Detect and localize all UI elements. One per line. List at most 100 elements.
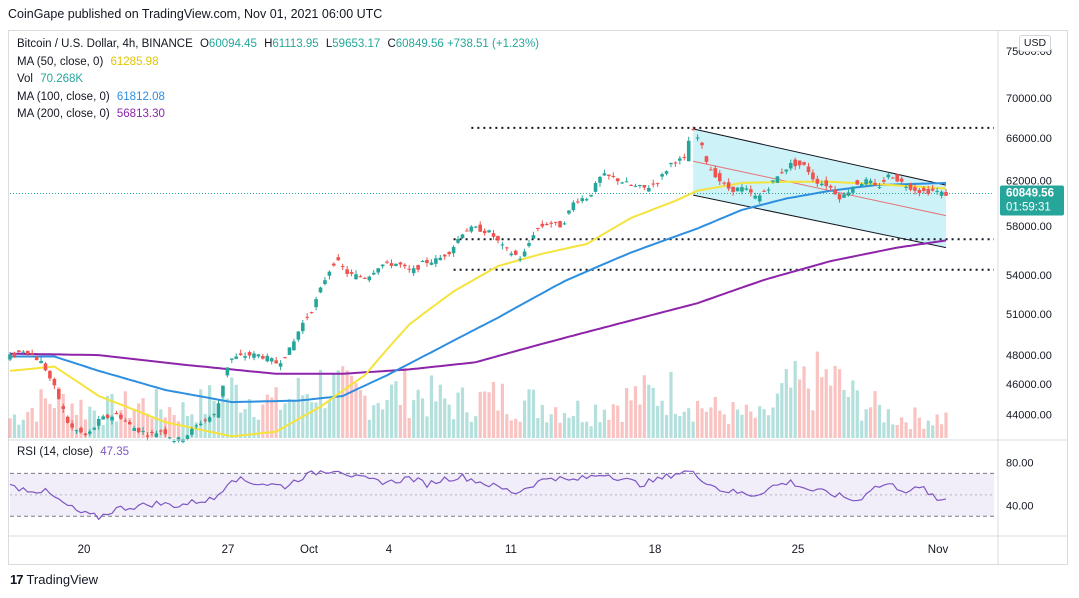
close-value: 60849.56 (395, 38, 444, 50)
volume-bar (57, 386, 61, 438)
ma100-row[interactable]: MA (100, close, 0) 61812.08 (17, 89, 539, 107)
volume-bar (900, 417, 904, 438)
volume-bar (815, 351, 819, 438)
candle-body (695, 137, 700, 139)
volume-bar (43, 398, 48, 438)
volume-bar (837, 369, 842, 438)
candle-body (327, 271, 332, 276)
volume-bar (704, 411, 709, 438)
volume-bar (35, 421, 39, 438)
candle-body (309, 312, 314, 314)
volume-bar (611, 404, 615, 438)
candle-body (212, 414, 216, 416)
volume-bar (576, 400, 580, 438)
volume-bar (766, 415, 771, 438)
volume-bar (895, 424, 899, 438)
candle-body (398, 262, 403, 265)
candle-body (52, 378, 57, 386)
volume-bar (851, 380, 855, 438)
volume-bar (944, 412, 948, 438)
currency-button[interactable]: USD (1019, 35, 1051, 52)
volume-bar (150, 418, 154, 438)
candle-body (930, 188, 935, 191)
ma50-row[interactable]: MA (50, close, 0) 61285.98 (17, 54, 539, 72)
candle-body (12, 353, 17, 357)
candle-body (757, 195, 762, 202)
candle-body (300, 322, 305, 332)
candle-body (292, 341, 296, 351)
volume-bar (292, 399, 296, 438)
close-key: C (387, 38, 396, 50)
volume-bar (176, 421, 181, 438)
open-key: O (199, 38, 209, 50)
candle-body (101, 416, 105, 420)
candle-body (367, 276, 372, 281)
volume-bar (74, 414, 79, 438)
volume-bar (48, 404, 52, 438)
tradingview-logo: 17 (10, 572, 24, 587)
volume-bar (700, 408, 704, 438)
volume-bar (607, 419, 611, 438)
volume-bar (30, 407, 34, 438)
volume-bar (549, 414, 553, 438)
candle-body (833, 189, 837, 195)
volume-bar (602, 409, 607, 438)
candle-body (159, 430, 163, 432)
candle-body (602, 173, 607, 176)
candle-body (806, 166, 811, 173)
volume-bar (687, 408, 691, 438)
volume-bar (718, 410, 722, 438)
candle-body (877, 187, 882, 189)
volume-bar (842, 389, 846, 438)
candle-body (323, 280, 327, 285)
candle-body (460, 234, 465, 239)
candle-body (332, 263, 336, 266)
candle-body (815, 178, 820, 184)
candle-body (567, 210, 571, 214)
ma100-value: 61812.08 (116, 90, 165, 103)
candle-body (314, 299, 318, 308)
volume-bar (92, 410, 96, 438)
volume-bar (327, 400, 331, 438)
volume-bar (381, 409, 385, 438)
volume-bar (469, 421, 473, 438)
candle-body (127, 421, 132, 425)
candle-body (868, 180, 873, 184)
volume-bar (412, 400, 416, 438)
volume-bar (731, 402, 735, 438)
candle-body (576, 201, 580, 203)
vol-row[interactable]: Vol 70.268K (17, 71, 539, 89)
volume-bar (642, 375, 646, 438)
candle-body (465, 230, 469, 232)
candle-body (775, 176, 780, 183)
candle-body (247, 352, 252, 356)
volume-bar (660, 400, 664, 438)
volume-bar (567, 417, 571, 438)
candle-body (340, 266, 345, 268)
rsi-legend[interactable]: RSI (14, close) 47.35 (17, 446, 129, 458)
volume-bar (514, 418, 518, 438)
candle-body (673, 162, 678, 164)
volume-bar (509, 420, 513, 438)
candle-body (731, 186, 735, 192)
footer[interactable]: 17 TradingView (10, 572, 98, 587)
time-tick-label: 18 (649, 544, 662, 556)
volume-bar (806, 388, 811, 438)
ma200-row[interactable]: MA (200, close, 0) 56813.30 (17, 106, 539, 124)
candle-body (593, 182, 598, 192)
volume-bar (620, 421, 624, 438)
volume-bar (886, 409, 890, 438)
volume-bar (762, 409, 766, 438)
candle-body (713, 168, 718, 178)
candle-body (185, 435, 190, 440)
volume-bar (12, 414, 17, 438)
volume-bar (474, 416, 478, 438)
volume-bar (66, 419, 70, 438)
candle-body (194, 425, 199, 427)
volume-bar (208, 385, 212, 438)
volume-bar (278, 409, 283, 438)
volume-bar (531, 389, 536, 438)
candle-body (70, 423, 74, 428)
volume-bar (798, 379, 802, 438)
